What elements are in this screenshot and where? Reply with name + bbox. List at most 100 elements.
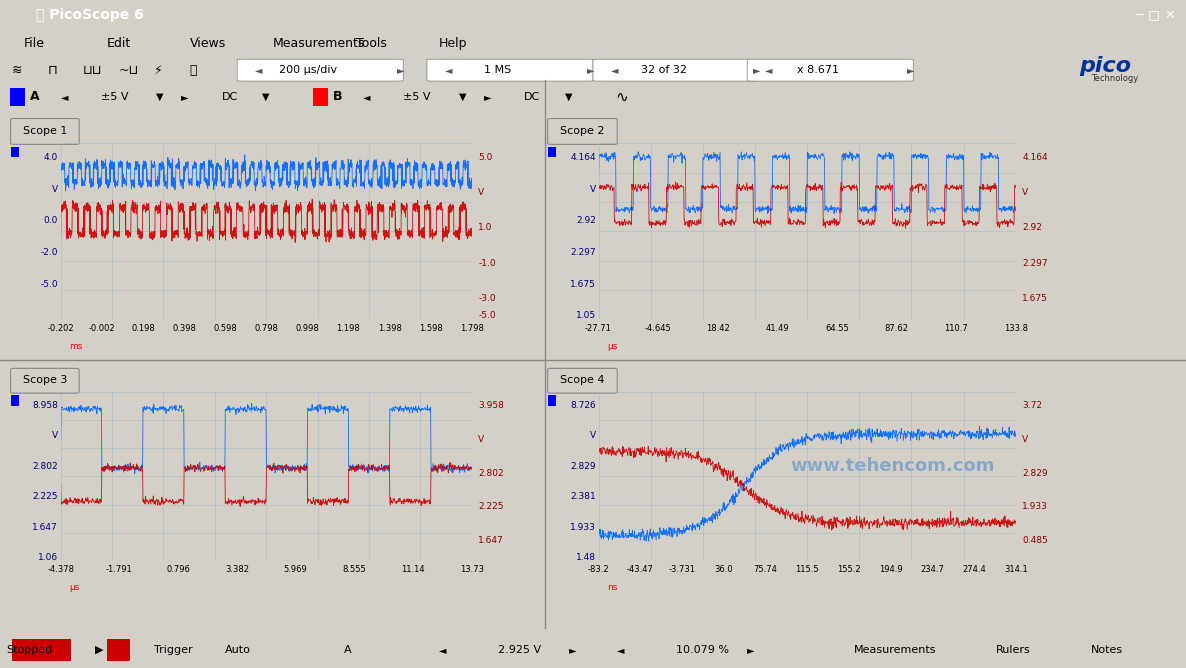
Text: 234.7: 234.7 — [920, 565, 944, 574]
Text: Views: Views — [190, 37, 227, 50]
Text: ◄: ◄ — [611, 65, 618, 75]
Text: pico: pico — [1079, 56, 1131, 76]
Text: Measurements: Measurements — [273, 37, 365, 50]
Text: ⊔⊔: ⊔⊔ — [83, 63, 102, 77]
Text: Notes: Notes — [1091, 645, 1123, 655]
Text: 🏠: 🏠 — [190, 63, 197, 77]
Text: 87.62: 87.62 — [885, 324, 908, 333]
Text: 2.225: 2.225 — [32, 492, 58, 501]
Text: -2.0: -2.0 — [40, 248, 58, 257]
Text: V: V — [478, 188, 484, 197]
Text: 18.42: 18.42 — [706, 324, 729, 333]
Text: ◄: ◄ — [765, 65, 772, 75]
Text: A: A — [344, 645, 351, 655]
Text: Scope 1: Scope 1 — [23, 126, 68, 136]
Text: ns: ns — [607, 582, 617, 592]
Text: 0.198: 0.198 — [130, 324, 155, 333]
Text: 5.969: 5.969 — [283, 565, 307, 574]
Text: -4.645: -4.645 — [645, 324, 671, 333]
Text: -3.0: -3.0 — [478, 294, 496, 303]
Text: -43.47: -43.47 — [626, 565, 653, 574]
Text: 4.164: 4.164 — [570, 153, 595, 162]
Text: DC: DC — [524, 92, 541, 102]
Bar — [9, 88, 25, 106]
Text: Scope 3: Scope 3 — [23, 375, 68, 385]
Text: -5.0: -5.0 — [478, 311, 496, 321]
Text: 0.485: 0.485 — [1022, 536, 1048, 545]
Bar — [313, 88, 327, 106]
Text: ms: ms — [69, 343, 82, 351]
Text: ►: ► — [397, 65, 404, 75]
Bar — [548, 147, 556, 157]
Text: V: V — [1022, 435, 1028, 444]
Text: 1.598: 1.598 — [419, 324, 442, 333]
FancyBboxPatch shape — [11, 368, 79, 393]
Bar — [11, 395, 19, 405]
Text: 314.1: 314.1 — [1003, 565, 1028, 574]
Text: ►: ► — [747, 645, 754, 655]
Text: 1.48: 1.48 — [576, 553, 595, 562]
Text: ►: ► — [181, 92, 189, 102]
Text: 8.958: 8.958 — [32, 401, 58, 410]
Text: 64.55: 64.55 — [825, 324, 849, 333]
Text: μs: μs — [69, 582, 79, 592]
Text: Measurements: Measurements — [854, 645, 937, 655]
FancyBboxPatch shape — [548, 368, 617, 393]
Text: 2.829: 2.829 — [570, 462, 595, 471]
Text: 0.798: 0.798 — [254, 324, 279, 333]
Text: 3.958: 3.958 — [478, 401, 504, 410]
Text: 8.555: 8.555 — [343, 565, 366, 574]
Text: Help: Help — [439, 37, 467, 50]
Text: 41.49: 41.49 — [765, 324, 789, 333]
Text: ◄: ◄ — [439, 645, 446, 655]
Text: ◄: ◄ — [445, 65, 452, 75]
Text: 1.05: 1.05 — [575, 311, 595, 321]
Text: ✕: ✕ — [1165, 9, 1174, 21]
Text: 2.92: 2.92 — [1022, 223, 1042, 232]
Text: 1.647: 1.647 — [32, 522, 58, 532]
Text: ▼: ▼ — [459, 92, 466, 102]
Text: 2.92: 2.92 — [576, 216, 595, 225]
Text: -83.2: -83.2 — [588, 565, 610, 574]
Bar — [107, 639, 130, 661]
Text: Technology: Technology — [1091, 73, 1139, 83]
Text: V: V — [52, 184, 58, 194]
Text: V: V — [589, 184, 595, 194]
Text: 🔷 PicoScope 6: 🔷 PicoScope 6 — [36, 8, 144, 22]
Text: 5.0: 5.0 — [478, 153, 492, 162]
Text: -27.71: -27.71 — [585, 324, 612, 333]
Text: 1.0: 1.0 — [478, 223, 492, 232]
Text: 200 μs/div: 200 μs/div — [279, 65, 338, 75]
Text: 2.297: 2.297 — [1022, 259, 1048, 268]
Text: 0.796: 0.796 — [166, 565, 190, 574]
Text: ►: ► — [753, 65, 760, 75]
Text: A: A — [31, 90, 40, 104]
Bar — [548, 395, 556, 405]
Text: 11.14: 11.14 — [401, 565, 425, 574]
Text: ≋: ≋ — [12, 63, 23, 77]
Text: 2.297: 2.297 — [570, 248, 595, 257]
FancyBboxPatch shape — [11, 118, 79, 144]
Text: File: File — [24, 37, 45, 50]
Text: 1.933: 1.933 — [1022, 502, 1048, 511]
Text: ▼: ▼ — [565, 92, 572, 102]
Text: 32 of 32: 32 of 32 — [642, 65, 687, 75]
Text: V: V — [1022, 188, 1028, 197]
Text: -0.202: -0.202 — [47, 324, 74, 333]
Text: ⊓: ⊓ — [47, 63, 57, 77]
Text: Rulers: Rulers — [996, 645, 1031, 655]
FancyBboxPatch shape — [237, 59, 403, 81]
Text: ─: ─ — [1135, 9, 1142, 21]
Text: 1.647: 1.647 — [478, 536, 504, 545]
Text: 2.225: 2.225 — [478, 502, 504, 511]
Text: -3.731: -3.731 — [669, 565, 695, 574]
Text: μs: μs — [607, 343, 617, 351]
Text: 1.675: 1.675 — [1022, 294, 1048, 303]
Text: 10.079 %: 10.079 % — [676, 645, 729, 655]
Text: 8.726: 8.726 — [570, 401, 595, 410]
Text: 1.198: 1.198 — [337, 324, 361, 333]
Text: 133.8: 133.8 — [1003, 324, 1028, 333]
FancyBboxPatch shape — [747, 59, 913, 81]
Text: 0.998: 0.998 — [295, 324, 319, 333]
Text: -0.002: -0.002 — [89, 324, 115, 333]
